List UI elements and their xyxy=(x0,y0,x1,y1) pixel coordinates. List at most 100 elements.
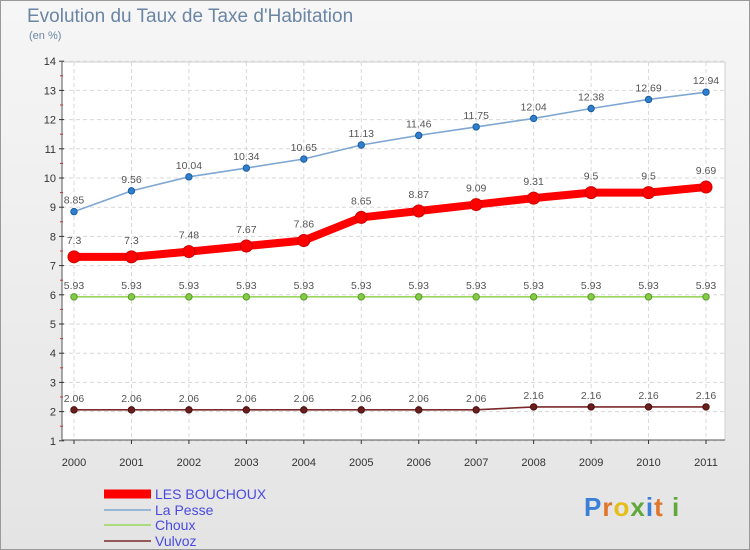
data-point xyxy=(472,406,480,414)
logo-letter: x xyxy=(630,492,646,522)
data-label: 11.46 xyxy=(406,118,432,130)
logo-letter: o xyxy=(613,492,631,522)
data-label: 2.06 xyxy=(179,393,200,405)
data-point xyxy=(297,233,311,247)
x-tick-label: 2002 xyxy=(177,457,201,469)
x-tick-label: 2009 xyxy=(579,457,603,469)
data-label: 11.13 xyxy=(349,128,375,140)
data-point xyxy=(182,245,196,259)
data-label: 9.56 xyxy=(121,174,142,186)
data-point xyxy=(529,114,538,123)
data-point xyxy=(642,186,656,200)
y-tick-label: 12 xyxy=(44,115,56,127)
data-point xyxy=(127,406,136,414)
data-label: 5.93 xyxy=(409,280,430,292)
data-label: 5.93 xyxy=(638,280,659,292)
data-point xyxy=(70,406,78,414)
data-point xyxy=(354,210,368,224)
data-label: 9.31 xyxy=(523,176,544,188)
legend-label: Vulvoz xyxy=(155,533,197,549)
data-point xyxy=(70,207,78,216)
chart-unit: (en %) xyxy=(29,30,62,42)
data-label: 7.3 xyxy=(124,235,139,247)
data-label: 2.16 xyxy=(523,390,544,402)
data-point xyxy=(300,155,308,163)
data-label: 5.93 xyxy=(523,280,544,292)
data-point xyxy=(300,293,308,301)
data-point xyxy=(357,293,365,301)
data-label: 5.93 xyxy=(581,280,602,292)
data-label: 2.06 xyxy=(64,393,85,405)
data-label: 5.93 xyxy=(696,280,717,292)
data-label: 5.93 xyxy=(294,280,315,292)
data-point xyxy=(415,293,423,301)
data-label: 9.09 xyxy=(466,183,487,195)
data-point xyxy=(300,406,308,414)
data-label: 2.06 xyxy=(466,393,487,405)
data-point xyxy=(242,164,251,172)
x-tick-label: 2006 xyxy=(406,457,430,469)
data-point xyxy=(644,95,653,104)
data-label: 2.06 xyxy=(409,393,430,405)
legend-label: Choux xyxy=(155,517,195,533)
x-tick-label: 2000 xyxy=(62,457,86,469)
x-tick-label: 2001 xyxy=(119,457,143,469)
y-tick-label: 2 xyxy=(50,407,56,419)
data-point xyxy=(469,198,483,212)
series-line-la-pesse xyxy=(73,91,707,213)
data-label: 2.06 xyxy=(294,393,315,405)
data-point xyxy=(527,191,541,205)
data-label: 12.38 xyxy=(578,92,604,104)
data-label: 7.86 xyxy=(294,218,315,230)
y-tick-label: 1 xyxy=(50,436,56,448)
x-tick-label: 2004 xyxy=(292,457,316,469)
logo-letter: r xyxy=(602,492,614,522)
y-tick-label: 4 xyxy=(50,348,56,360)
y-tick-label: 9 xyxy=(50,202,56,214)
data-label: 5.93 xyxy=(236,280,257,292)
data-point xyxy=(472,293,480,301)
data-point xyxy=(587,403,595,411)
data-point xyxy=(529,293,538,301)
data-point xyxy=(702,88,710,96)
y-tick-label: 3 xyxy=(50,377,56,389)
data-label: 10.04 xyxy=(176,160,202,172)
data-label: 7.3 xyxy=(67,235,82,247)
x-tick-label: 2011 xyxy=(694,457,718,469)
chart-title: Evolution du Taux de Taxe d'Habitation xyxy=(27,6,354,27)
data-point xyxy=(529,403,538,411)
data-point xyxy=(644,293,653,301)
data-point xyxy=(357,141,365,149)
data-point xyxy=(239,239,253,253)
data-point xyxy=(584,186,598,200)
y-tick-label: 10 xyxy=(44,173,56,185)
data-label: 5.93 xyxy=(351,280,372,292)
logo-letter: P xyxy=(584,492,603,522)
x-tick-label: 2003 xyxy=(234,457,258,469)
data-point xyxy=(185,406,193,414)
data-point xyxy=(185,173,193,181)
data-label: 2.16 xyxy=(638,390,659,402)
y-tick-label: 11 xyxy=(45,144,56,156)
data-label: 2.06 xyxy=(236,393,257,405)
data-point xyxy=(127,293,136,301)
y-tick-label: 14 xyxy=(44,56,56,68)
data-point xyxy=(127,187,136,195)
data-point xyxy=(587,104,595,113)
data-label: 9.5 xyxy=(641,171,656,183)
legend-label: La Pesse xyxy=(155,502,214,518)
data-label: 5.93 xyxy=(64,280,85,292)
data-point xyxy=(242,293,251,301)
data-label: 8.65 xyxy=(351,195,372,207)
proxiti-logo: Proxit i xyxy=(584,492,680,523)
data-label: 8.87 xyxy=(409,189,430,201)
data-label: 9.69 xyxy=(696,165,717,177)
data-label: 2.16 xyxy=(696,390,717,402)
data-label: 5.93 xyxy=(466,280,487,292)
data-label: 10.65 xyxy=(291,142,317,154)
data-point xyxy=(415,131,423,140)
data-label: 8.85 xyxy=(64,195,85,207)
data-label: 2.06 xyxy=(121,393,142,405)
